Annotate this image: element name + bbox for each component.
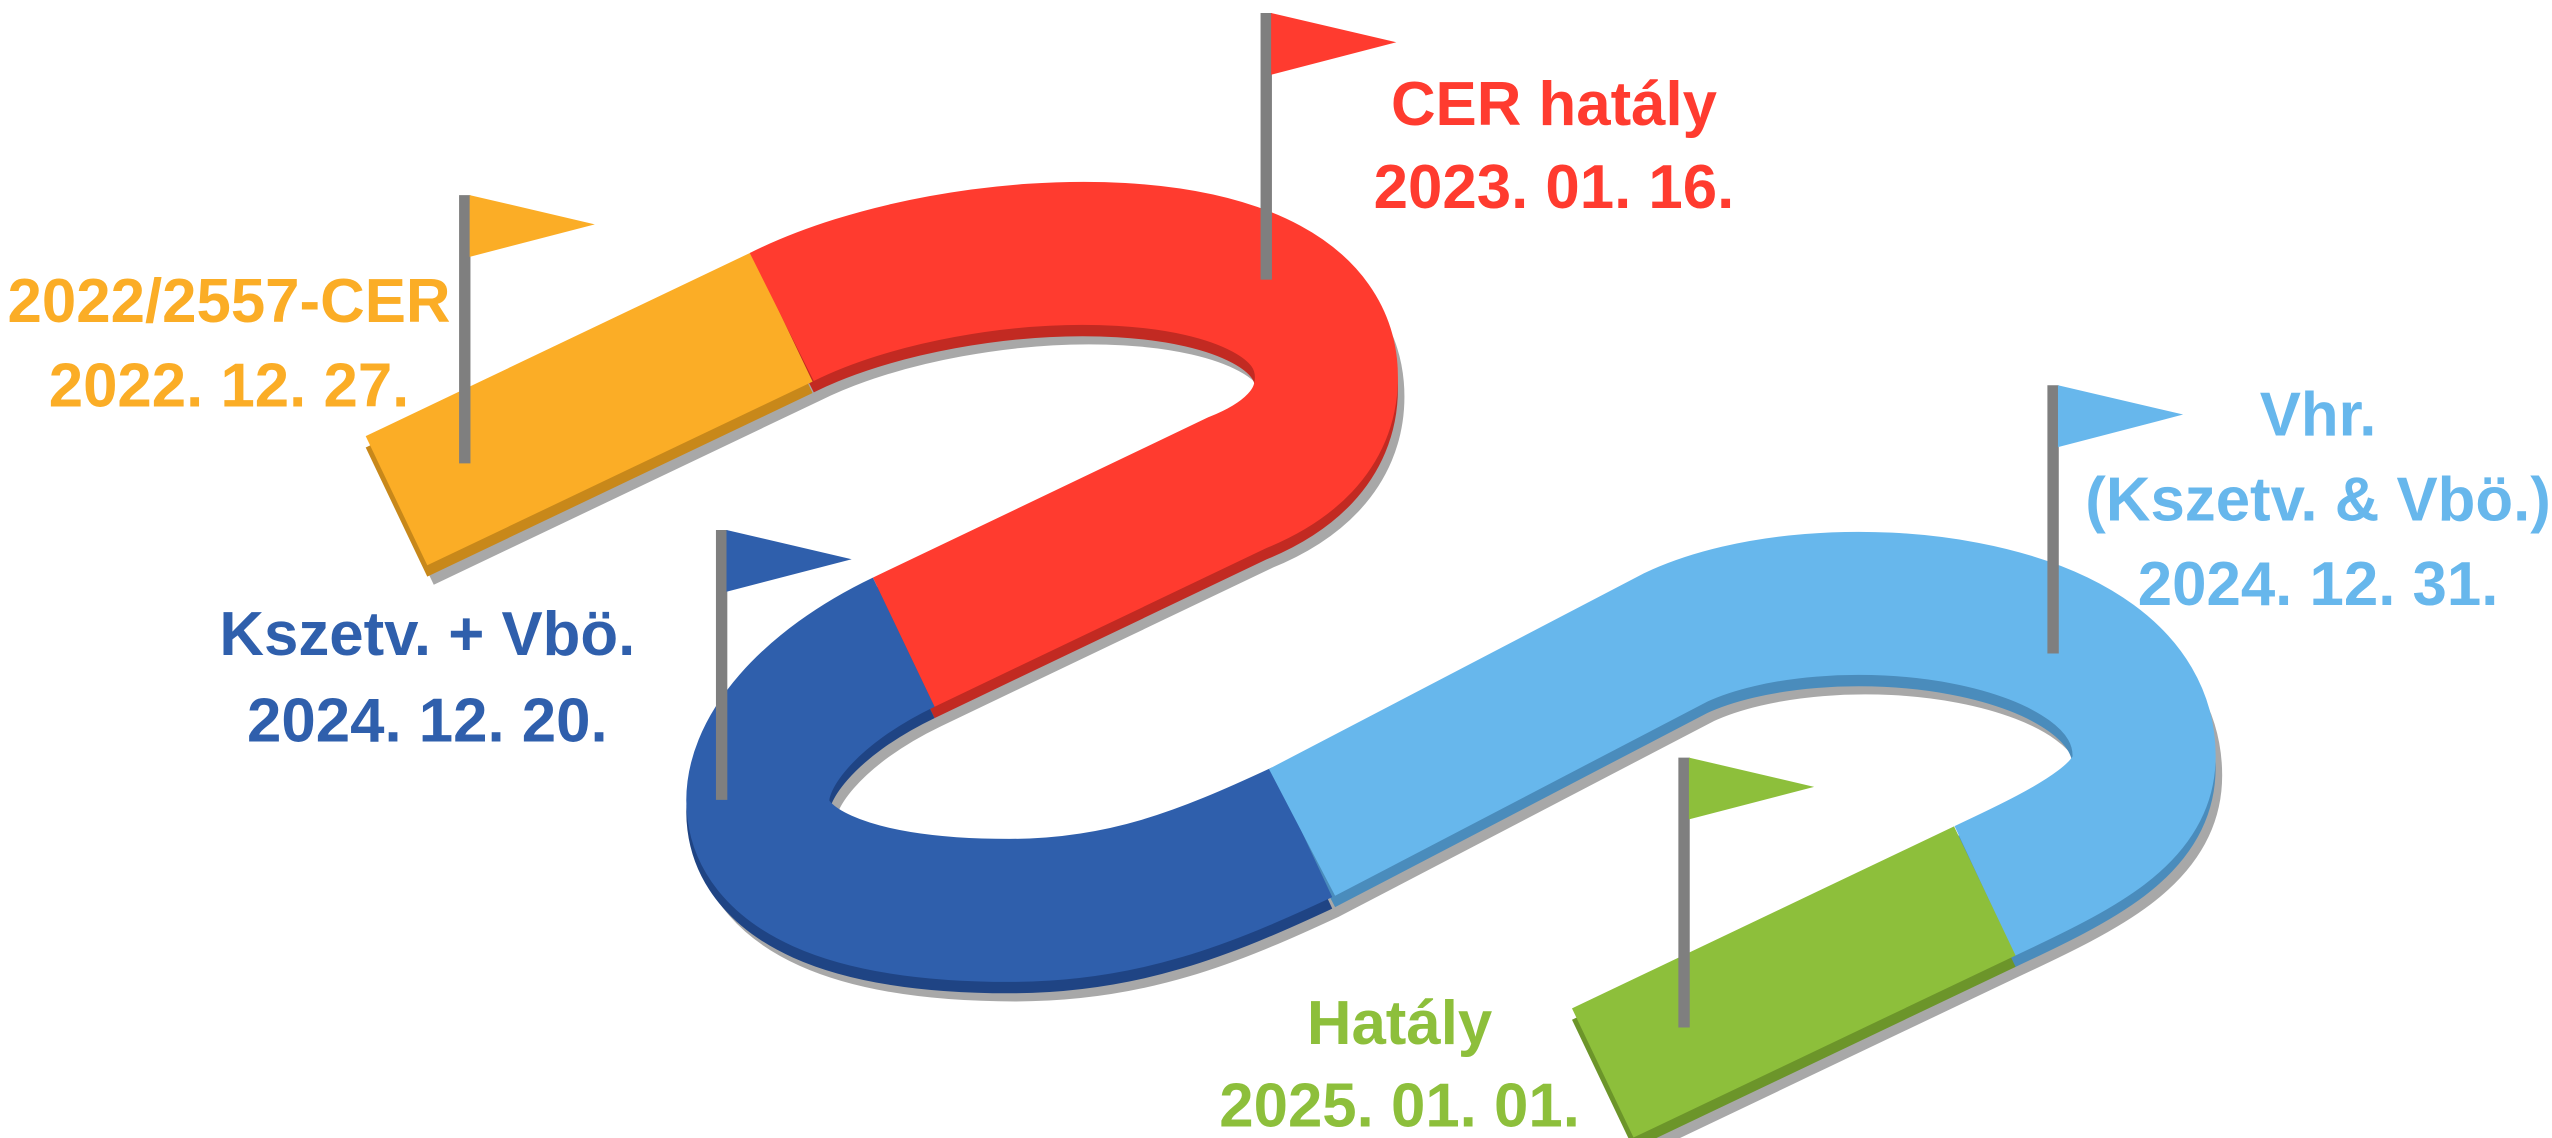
milestone: CER hatály 2023. 01. 16. bbox=[1266, 13, 1734, 280]
flag bbox=[1271, 13, 1396, 75]
road-top bbox=[396, 253, 2144, 1073]
milestone-label: 2023. 01. 16. bbox=[1374, 153, 1735, 222]
milestone-label: Vhr. bbox=[2260, 381, 2377, 450]
milestone-label: Hatály bbox=[1307, 989, 1493, 1058]
timeline-road-diagram: 2022/2557-CER 2022. 12. 27. CER hatály 2023… bbox=[0, 0, 2552, 1138]
milestone-label: CER hatály bbox=[1391, 70, 1718, 139]
milestone-label: 2024. 12. 20. bbox=[247, 686, 608, 755]
milestone-label: 2024. 12. 31. bbox=[2138, 550, 2499, 619]
flag bbox=[470, 195, 595, 257]
flag bbox=[2058, 385, 2183, 447]
milestone-label: (Kszetv. & Vbö.) bbox=[2085, 465, 2551, 534]
flag bbox=[727, 530, 852, 592]
milestone-label: Kszetv. + Vbö. bbox=[219, 600, 635, 669]
milestone-label: 2022/2557-CER bbox=[8, 267, 451, 336]
milestone-label: 2025. 01. 01. bbox=[1219, 1072, 1580, 1138]
flag bbox=[1689, 758, 1814, 820]
milestone-label: 2022. 12. 27. bbox=[49, 351, 410, 420]
milestones: 2022/2557-CER 2022. 12. 27. CER hatály 2023… bbox=[8, 13, 2551, 1138]
